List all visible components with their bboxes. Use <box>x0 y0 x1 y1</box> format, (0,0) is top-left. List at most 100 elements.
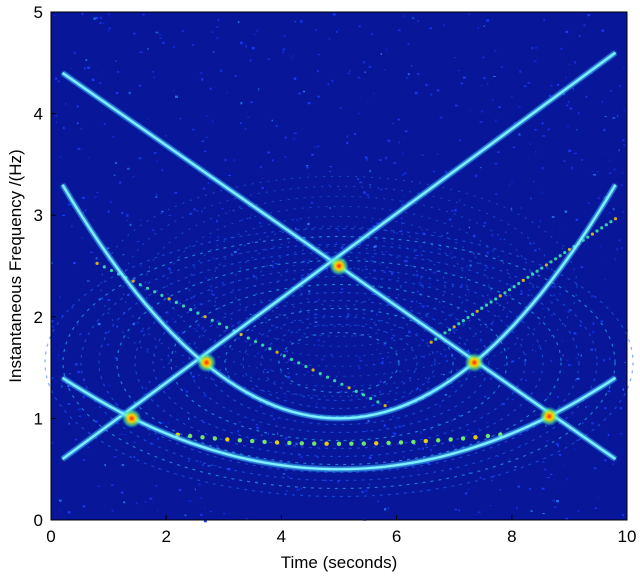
noise-speckle <box>78 408 81 411</box>
noise-speckle <box>139 51 143 53</box>
noise-speckle <box>307 371 310 373</box>
noise-speckle <box>110 201 112 204</box>
ripple-arc <box>188 215 490 357</box>
noise-speckle <box>294 21 297 23</box>
noise-speckle <box>155 484 158 487</box>
noise-speckle <box>346 135 348 138</box>
noise-speckle <box>173 89 175 92</box>
noise-speckle <box>92 219 95 221</box>
noise-speckle <box>323 341 325 343</box>
noise-speckle <box>188 500 192 503</box>
noise-speckle <box>499 304 501 306</box>
noise-speckle <box>486 422 488 424</box>
noise-speckle <box>401 152 404 155</box>
noise-speckle <box>209 87 212 90</box>
noise-speckle <box>267 151 270 154</box>
noise-speckle <box>51 261 53 264</box>
noise-speckle <box>133 32 136 35</box>
ripple-dot <box>287 440 292 446</box>
noise-speckle <box>542 513 545 515</box>
noise-speckle <box>108 27 111 30</box>
noise-speckle <box>87 446 89 449</box>
noise-speckle <box>221 282 224 284</box>
ripple-dot <box>581 238 585 242</box>
noise-speckle <box>534 46 538 49</box>
noise-speckle <box>248 460 251 463</box>
noise-speckle <box>207 465 211 467</box>
noise-speckle <box>108 384 112 386</box>
ripple-dot <box>526 275 530 279</box>
noise-speckle <box>115 60 117 62</box>
noise-speckle <box>107 299 111 301</box>
plot-frame <box>50 11 628 521</box>
ripple-dot <box>374 441 379 446</box>
noise-speckle <box>190 212 193 215</box>
ripple-dot <box>549 260 553 264</box>
noise-speckle <box>369 259 371 262</box>
noise-speckle <box>331 79 333 82</box>
noise-speckle <box>396 303 399 306</box>
ripple-arc <box>242 315 436 410</box>
noise-speckle <box>188 417 190 420</box>
noise-speckle <box>154 426 157 428</box>
ripple-dot <box>473 435 478 440</box>
noise-speckle <box>607 433 610 436</box>
noise-speckle <box>330 353 333 356</box>
noise-speckle <box>102 22 105 25</box>
noise-speckle <box>506 315 508 318</box>
noise-speckle <box>446 232 449 234</box>
noise-speckle <box>519 293 523 295</box>
noise-speckle <box>520 432 522 434</box>
noise-speckle <box>233 251 237 253</box>
x-tick-label: 10 <box>618 527 637 546</box>
noise-speckle <box>467 292 470 294</box>
noise-speckle <box>65 102 67 105</box>
noise-speckle <box>80 148 83 151</box>
noise-speckle <box>602 359 606 362</box>
noise-speckle <box>296 488 300 491</box>
noise-speckle <box>622 211 625 213</box>
noise-speckle <box>579 324 582 327</box>
noise-speckle <box>422 232 426 235</box>
noise-speckle <box>577 111 580 115</box>
ripple-dot <box>507 288 512 292</box>
noise-speckle <box>259 165 262 169</box>
noise-speckle <box>415 255 419 257</box>
ripple-dot <box>517 281 521 286</box>
noise-speckle <box>414 91 418 95</box>
noise-speckle <box>312 395 315 397</box>
noise-speckle <box>511 96 513 98</box>
ripple-arc <box>166 205 512 367</box>
noise-speckle <box>161 169 163 172</box>
noise-speckle <box>326 270 328 272</box>
noise-speckle <box>369 169 371 173</box>
ripple-dot <box>109 268 114 273</box>
noise-speckle <box>316 403 318 405</box>
noise-speckle <box>153 460 156 462</box>
noise-speckle <box>73 51 76 53</box>
ripple-arc <box>170 283 508 442</box>
noise-speckle <box>167 422 170 424</box>
noise-speckle <box>271 119 273 122</box>
noise-speckle <box>138 157 142 160</box>
noise-speckle <box>133 441 136 443</box>
noise-speckle <box>394 427 397 429</box>
noise-speckle <box>381 357 384 359</box>
noise-speckle <box>561 340 563 342</box>
noise-speckle <box>72 454 75 456</box>
ripple-dot <box>95 261 99 265</box>
noise-speckle <box>113 456 117 458</box>
noise-speckle <box>571 166 573 170</box>
noise-speckle <box>262 178 264 179</box>
ripple-dot <box>268 347 272 351</box>
x-tick-label: 6 <box>392 527 401 546</box>
noise-speckle <box>272 159 274 162</box>
noise-speckle <box>372 363 375 365</box>
noise-speckle <box>204 507 206 509</box>
noise-speckle <box>430 27 432 30</box>
noise-speckle <box>193 208 196 211</box>
noise-speckle <box>57 80 60 83</box>
noise-speckle <box>392 415 394 418</box>
noise-speckle <box>566 104 569 107</box>
noise-speckle <box>202 187 205 190</box>
